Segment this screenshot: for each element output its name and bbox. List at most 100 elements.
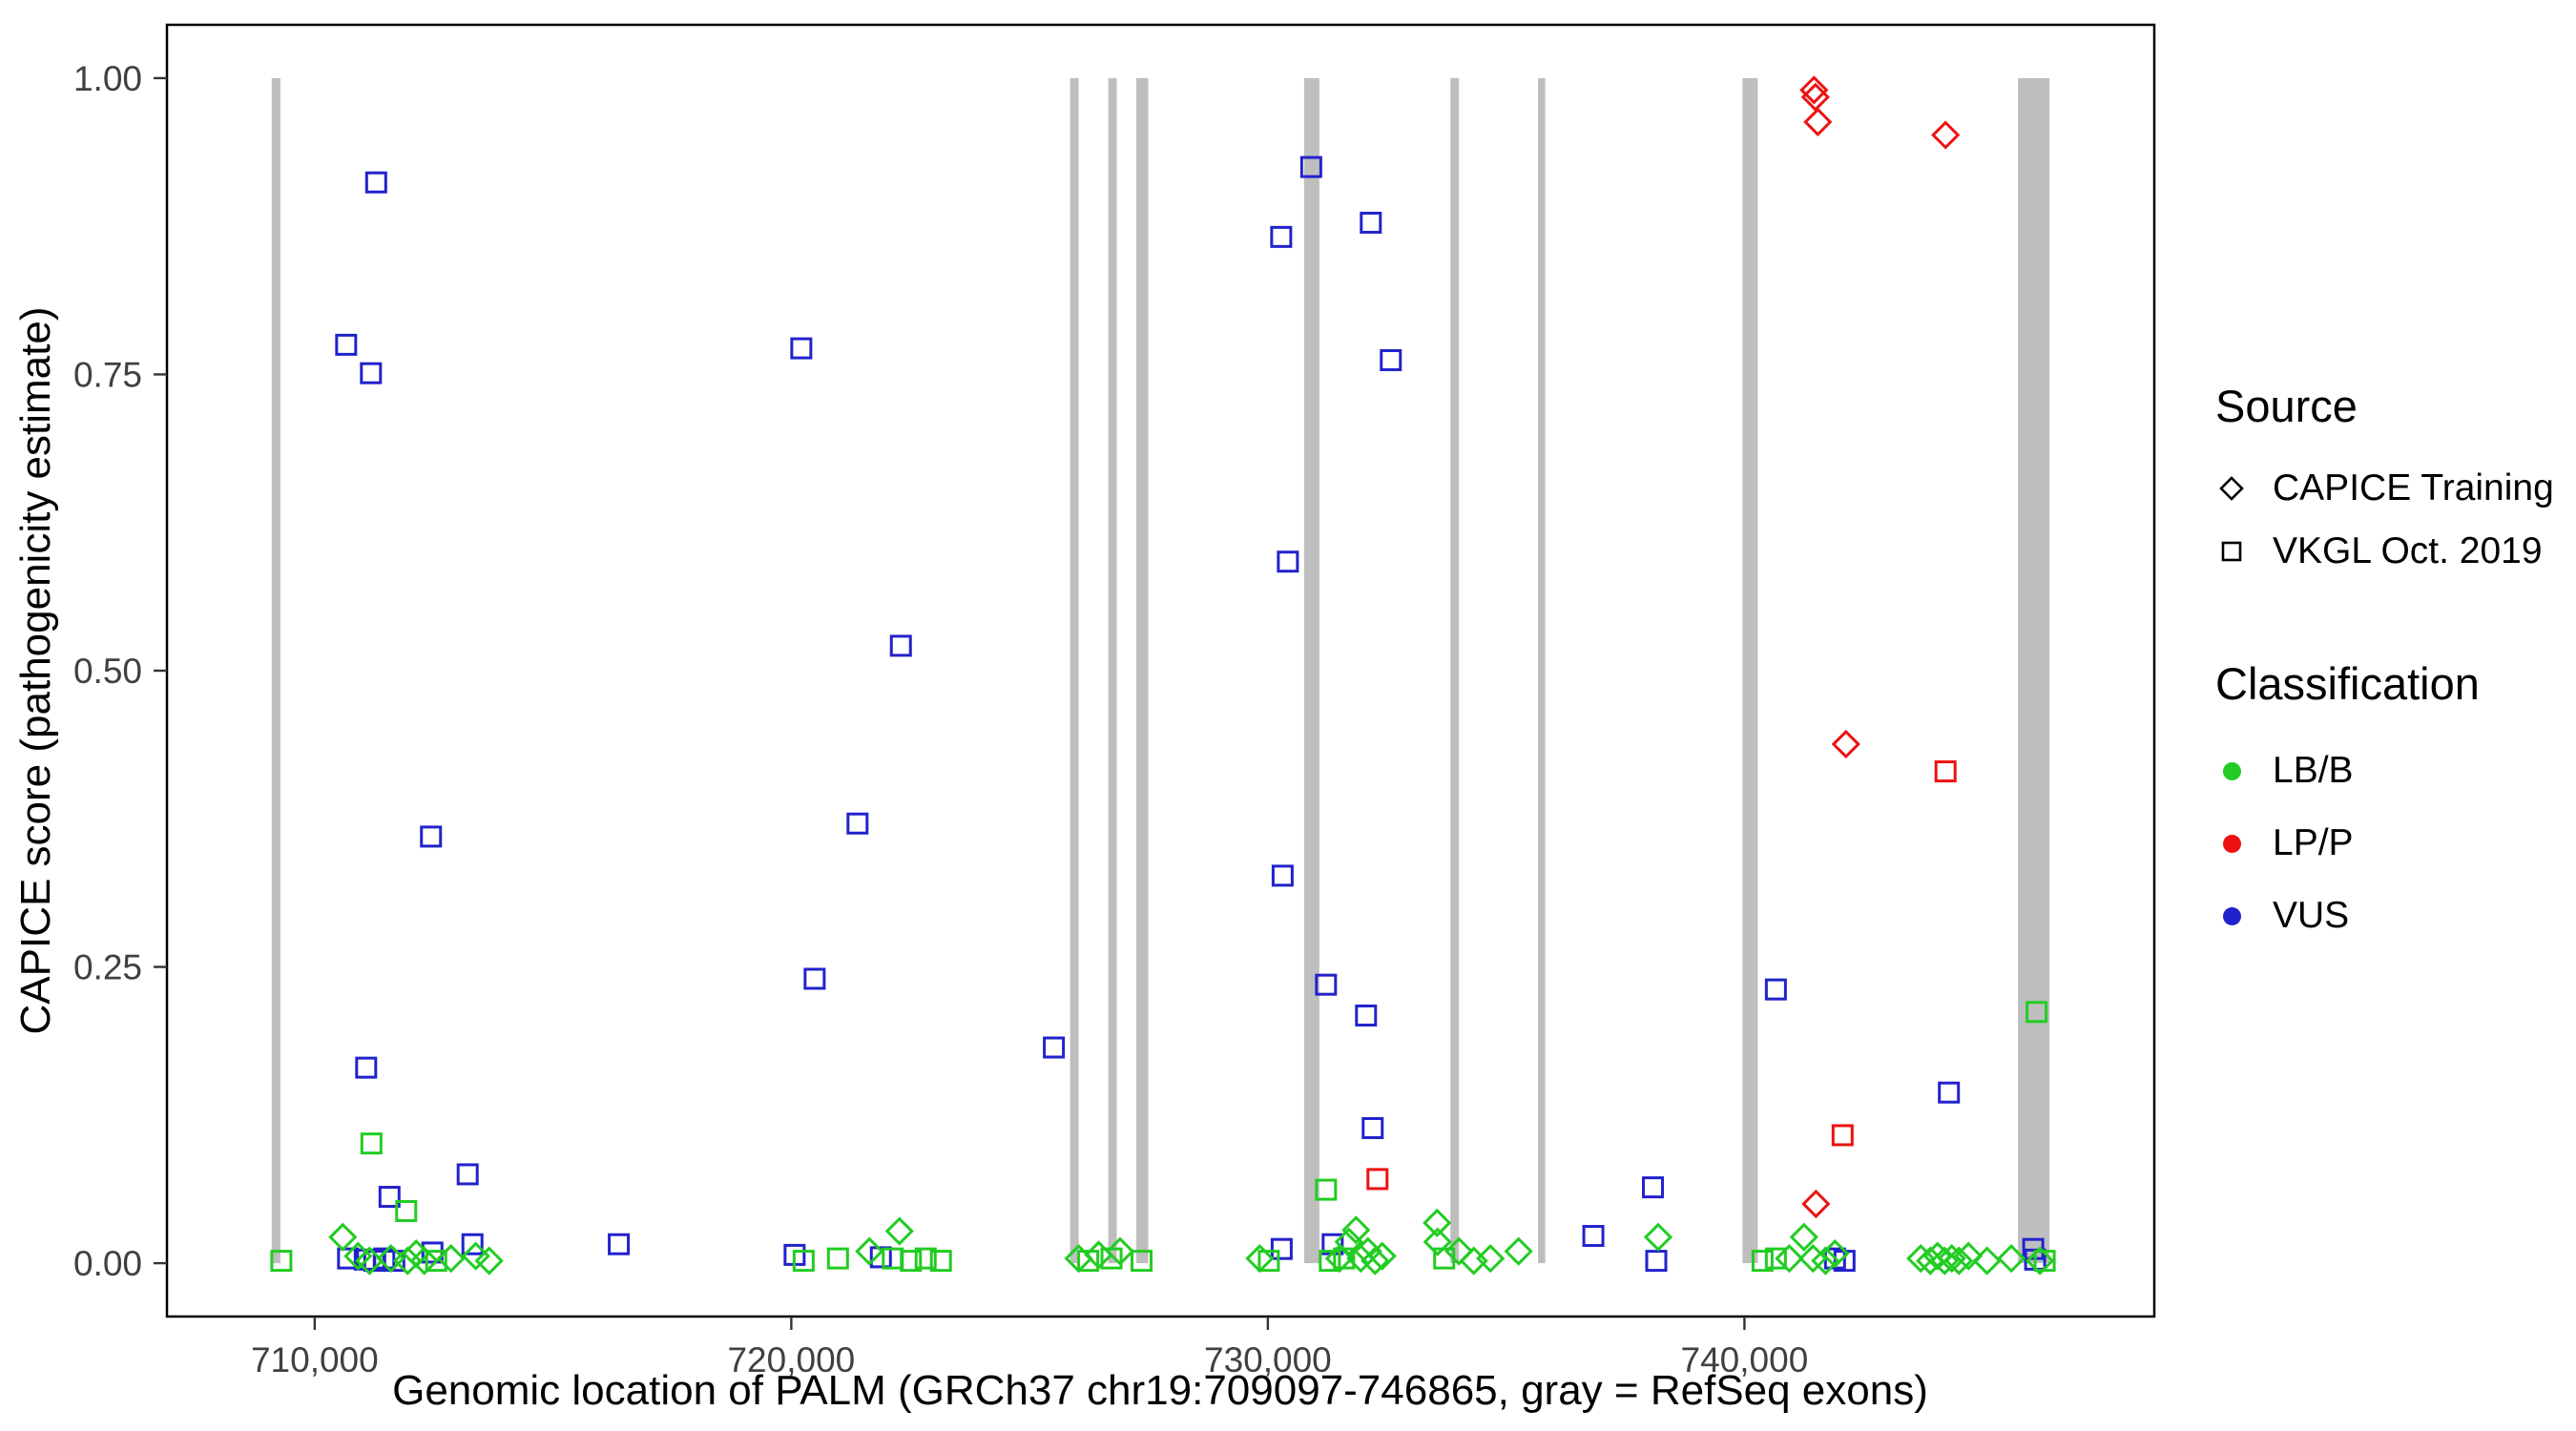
data-point-square (1333, 1247, 1356, 1270)
data-point-diamond (1820, 1239, 1850, 1269)
exon-bar (1303, 77, 1319, 1264)
data-point-diamond (1906, 1244, 1936, 1274)
legend-classification-title: Classification (2215, 658, 2480, 709)
legend: Source CAPICE Training VKGL Oct. 2019 (2215, 380, 2554, 952)
data-point-square (395, 1199, 418, 1222)
data-point-square (420, 825, 443, 848)
data-point-diamond (1643, 1222, 1673, 1252)
green-dot-icon (2215, 755, 2248, 787)
data-point-diamond (474, 1246, 504, 1275)
red-dot-icon (2215, 827, 2248, 860)
data-point-square (1355, 1004, 1378, 1027)
exon-bar (1538, 77, 1546, 1264)
y-tick-label: 0.50 (73, 652, 142, 691)
data-point-square (1642, 1176, 1665, 1199)
data-point-diamond (1367, 1241, 1397, 1271)
data-point-square (270, 1250, 293, 1273)
data-point-diamond (1831, 729, 1860, 759)
data-point-diamond (1937, 1244, 1966, 1274)
data-point-square (1299, 156, 1322, 178)
data-point-diamond (409, 1246, 439, 1275)
legend-item-label: LP/P (2273, 822, 2354, 863)
legend-group-source: Source CAPICE Training VKGL Oct. 2019 (2215, 380, 2554, 583)
data-point-diamond (2025, 1246, 2055, 1275)
data-point-diamond (355, 1246, 384, 1275)
data-point-square (360, 1132, 383, 1155)
data-point-square (900, 1250, 923, 1273)
exon-bar (2018, 77, 2050, 1264)
legend-item-capice-training: CAPICE Training (2215, 457, 2554, 520)
y-tick-label: 0.75 (73, 355, 142, 394)
data-point-square (826, 1247, 849, 1270)
exon-bar (1450, 77, 1460, 1264)
y-tick-label: 0.25 (73, 948, 142, 987)
data-point-diamond (855, 1236, 884, 1266)
data-point-square (1043, 1036, 1066, 1059)
square-marker-icon (2215, 535, 2248, 568)
data-point-square (1831, 1124, 1854, 1147)
diamond-marker-icon (2215, 472, 2248, 505)
data-point-square (1380, 349, 1402, 372)
data-point-square (1938, 1081, 1961, 1104)
data-point-square (378, 1186, 401, 1209)
data-point-square (1764, 978, 1787, 1001)
data-point-diamond (1361, 1246, 1390, 1275)
data-point-diamond (1775, 1244, 1804, 1274)
data-point-square (929, 1250, 952, 1273)
data-point-square (1751, 1250, 1774, 1273)
data-point-square (1077, 1250, 1100, 1273)
data-point-square (1270, 225, 1293, 248)
data-point-diamond (1341, 1215, 1371, 1245)
data-point-square (792, 1250, 815, 1273)
data-point-square (1645, 1250, 1668, 1273)
x-tick-label: 730,000 (1204, 1340, 1332, 1379)
data-point-square (1433, 1247, 1456, 1270)
data-point-diamond (1353, 1236, 1382, 1266)
data-point-square (2025, 1001, 2048, 1024)
data-point-square (914, 1247, 937, 1270)
data-point-diamond (1954, 1241, 1984, 1271)
blue-dot-icon (2215, 900, 2248, 932)
data-point-diamond (1811, 1246, 1840, 1275)
data-point-diamond (1972, 1246, 2002, 1275)
data-point-diamond (1423, 1227, 1452, 1256)
data-point-diamond (1334, 1227, 1363, 1256)
y-tick-label: 0.00 (73, 1244, 142, 1283)
data-point-square (355, 1056, 378, 1079)
data-point-diamond (328, 1222, 358, 1252)
legend-item-vkgl: VKGL Oct. 2019 (2215, 520, 2554, 583)
data-point-diamond (1800, 82, 1830, 112)
data-point-square (790, 337, 813, 360)
legend-item-lbb: LB/B (2215, 735, 2554, 807)
data-point-diamond (1931, 120, 1961, 150)
data-point-square (1315, 1178, 1338, 1201)
legend-item-vus: VUS (2215, 880, 2554, 952)
data-point-square (1131, 1250, 1153, 1273)
data-point-diamond (1997, 1244, 2026, 1274)
data-point-diamond (376, 1244, 405, 1274)
legend-item-lpp: LP/P (2215, 807, 2554, 880)
data-point-square (846, 812, 869, 835)
data-point-square (1277, 550, 1299, 573)
data-point-square (1764, 1247, 1787, 1270)
data-point-square (1319, 1250, 1341, 1273)
data-point-square (461, 1233, 484, 1255)
data-point-diamond (461, 1241, 490, 1271)
data-point-diamond (1930, 1246, 1960, 1275)
legend-group-classification: Classification LB/B LP/P VUS (2215, 657, 2554, 952)
data-point-diamond (1423, 1208, 1452, 1237)
data-point-diamond (1476, 1244, 1506, 1274)
data-point-diamond (1459, 1246, 1488, 1275)
exon-bar (271, 77, 280, 1264)
data-point-square (1360, 211, 1382, 234)
data-point-square (869, 1246, 892, 1269)
exon-bar (1742, 77, 1758, 1264)
data-point-diamond (436, 1244, 466, 1274)
legend-item-label: LB/B (2273, 750, 2354, 791)
legend-item-label: VUS (2273, 895, 2350, 936)
data-point-square (1361, 1116, 1384, 1139)
data-point-diamond (884, 1216, 914, 1246)
y-axis-title: CAPICE score (pathogenicity estimate) (12, 307, 59, 1035)
